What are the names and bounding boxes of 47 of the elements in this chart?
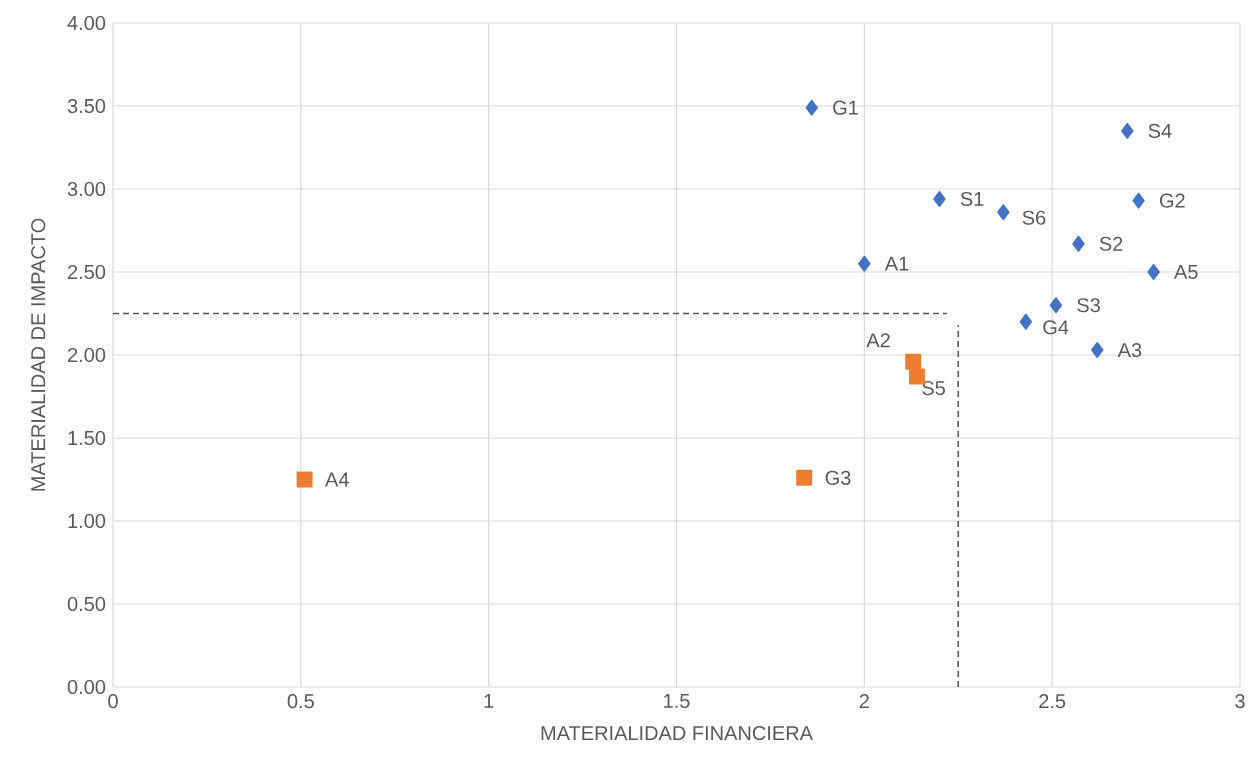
x-tick-label: 3 [1235, 694, 1245, 709]
y-tick-label: 4.00 [67, 15, 106, 31]
y-axis-title: MATERIALIDAD DE IMPACTO [31, 218, 46, 491]
x-tick-label: 0 [108, 694, 118, 709]
annotation: S1 [960, 191, 984, 207]
point [858, 255, 871, 272]
point [1121, 122, 1134, 139]
x-tick-label: 2 [859, 694, 869, 709]
y-tick-label: 1.50 [68, 430, 106, 446]
annotation: A4 [325, 472, 349, 487]
annotation: S3 [1077, 298, 1100, 313]
y-tick-label: 0.00 [67, 679, 106, 695]
point [1091, 342, 1104, 359]
y-tick-label: 2.00 [68, 347, 106, 363]
annotation: G4 [1043, 320, 1069, 335]
y-tick-label: 2.50 [68, 264, 106, 280]
point [905, 353, 922, 370]
annotation: S5 [922, 380, 945, 396]
y-tick-label: 3.00 [67, 181, 106, 197]
annotation: G2 [1159, 193, 1185, 208]
point [1072, 235, 1085, 252]
point [296, 471, 313, 488]
point [997, 204, 1010, 221]
point [1132, 192, 1145, 209]
annotation: S6 [1022, 210, 1046, 225]
annotation: S4 [1148, 123, 1172, 138]
annotation: S2 [1099, 236, 1123, 251]
x-tick-label: 1 [484, 694, 494, 708]
x-axis-title: MATERIALIDAD FINANCIERA [541, 725, 813, 741]
point [1019, 313, 1033, 330]
y-tick-label: 1.00 [68, 513, 106, 529]
annotation: G1 [833, 100, 858, 115]
x-tick-label: 0.5 [287, 694, 314, 709]
annotation: A2 [866, 333, 890, 348]
point [796, 469, 813, 486]
point [933, 190, 946, 207]
annotation: G3 [825, 470, 851, 485]
y-tick-label: 0.50 [67, 596, 106, 612]
point [1147, 264, 1160, 280]
x-tick-label: 1.5 [664, 694, 690, 709]
annotation: A1 [884, 256, 909, 271]
x-tick-label: 2.5 [1039, 694, 1066, 709]
point [1049, 297, 1063, 314]
annotation: A5 [1174, 265, 1198, 279]
y-tick-label: 3.50 [67, 98, 106, 114]
annotation: A3 [1117, 342, 1142, 358]
point [805, 99, 818, 116]
